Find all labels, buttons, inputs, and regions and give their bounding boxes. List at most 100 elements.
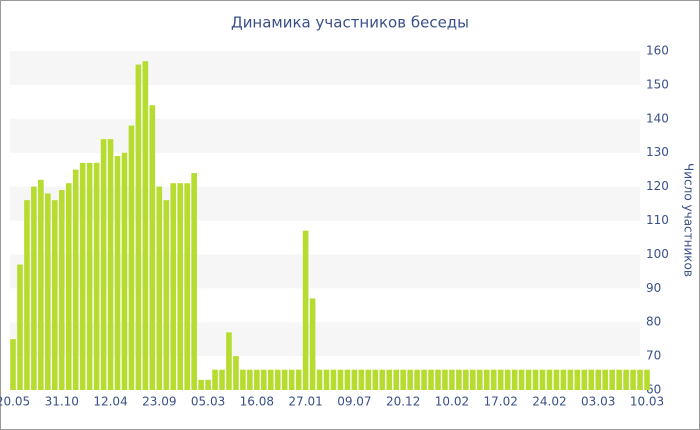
bar xyxy=(581,369,588,390)
bar xyxy=(240,369,246,390)
y-tick-label: 110 xyxy=(646,213,669,227)
bar xyxy=(149,105,156,391)
bar xyxy=(114,156,121,390)
bar xyxy=(351,369,358,390)
bar xyxy=(386,369,393,390)
bar xyxy=(463,369,469,390)
bar xyxy=(344,369,351,390)
grid-band xyxy=(10,51,640,85)
bar xyxy=(372,369,379,390)
y-tick-label: 160 xyxy=(646,44,669,58)
y-tick-label: 100 xyxy=(646,247,669,261)
bar xyxy=(121,152,128,390)
bar xyxy=(546,369,553,390)
bar xyxy=(379,369,386,390)
bar xyxy=(233,356,239,390)
bar xyxy=(595,369,602,390)
y-axis-title: Число участников xyxy=(682,163,696,277)
bar xyxy=(365,369,372,390)
grid-band xyxy=(10,118,640,153)
y-tick-label: 150 xyxy=(646,77,669,91)
x-tick-label: 16.08 xyxy=(240,395,274,409)
bar xyxy=(135,64,142,390)
bar xyxy=(261,369,267,390)
x-tick-label: 23.09 xyxy=(142,395,176,409)
bar xyxy=(449,369,455,390)
bar xyxy=(93,162,100,390)
bar xyxy=(10,339,16,390)
bar xyxy=(247,369,253,390)
bar xyxy=(170,183,177,390)
bar xyxy=(518,369,525,390)
bar xyxy=(330,369,337,390)
bar xyxy=(184,183,190,390)
bar xyxy=(323,369,330,390)
x-tick-label: 10.02 xyxy=(435,395,469,409)
bar xyxy=(205,379,211,390)
x-tick-label: 24.02 xyxy=(532,395,566,409)
bar xyxy=(414,369,420,390)
x-tick-label: 20.12 xyxy=(386,395,420,409)
bar xyxy=(637,369,643,390)
bar xyxy=(532,369,539,390)
bar xyxy=(525,369,532,390)
bar xyxy=(644,369,650,390)
y-tick-label: 60 xyxy=(646,383,661,397)
bar xyxy=(274,369,281,390)
bar xyxy=(100,139,107,390)
bar xyxy=(45,193,51,390)
x-tick-label: 03.03 xyxy=(581,395,615,409)
bar xyxy=(435,369,441,390)
bar xyxy=(309,298,316,390)
x-tick-label: 12.04 xyxy=(93,395,127,409)
bar xyxy=(630,369,636,390)
bar xyxy=(456,369,462,390)
bar xyxy=(428,369,434,390)
bar xyxy=(156,186,163,390)
bar xyxy=(302,230,309,390)
bar xyxy=(470,369,476,390)
bar xyxy=(539,369,546,390)
bar xyxy=(267,369,274,390)
bar xyxy=(226,332,232,390)
bar xyxy=(219,369,225,390)
bar xyxy=(476,369,483,390)
bar xyxy=(254,369,260,390)
bar xyxy=(560,369,567,390)
bar xyxy=(58,189,65,390)
bar xyxy=(107,139,114,390)
bar xyxy=(31,186,37,390)
bar xyxy=(553,369,560,390)
bar xyxy=(623,369,629,390)
bar xyxy=(52,200,58,390)
bar xyxy=(442,369,448,390)
bar xyxy=(65,183,72,390)
bar xyxy=(490,369,497,390)
bar xyxy=(177,183,184,390)
bar xyxy=(421,369,427,390)
bar xyxy=(316,369,323,390)
bar xyxy=(17,264,23,390)
bar xyxy=(79,162,86,390)
bar xyxy=(407,369,413,390)
bar xyxy=(24,200,30,390)
y-tick-label: 90 xyxy=(646,281,661,295)
bar xyxy=(483,369,490,390)
bar xyxy=(504,369,511,390)
bar xyxy=(72,169,79,390)
bar xyxy=(142,61,149,391)
x-tick-label: 27.01 xyxy=(288,395,322,409)
bar xyxy=(616,369,622,390)
bar xyxy=(288,369,295,390)
bar xyxy=(38,179,44,390)
bar xyxy=(588,369,595,390)
bar xyxy=(198,379,204,390)
bar xyxy=(212,369,218,390)
x-tick-label: 10.03 xyxy=(630,395,664,409)
bar xyxy=(86,162,93,390)
bar xyxy=(497,369,504,390)
bar xyxy=(128,125,135,390)
x-tick-label: 09.07 xyxy=(337,395,371,409)
y-tick-label: 80 xyxy=(646,315,661,329)
